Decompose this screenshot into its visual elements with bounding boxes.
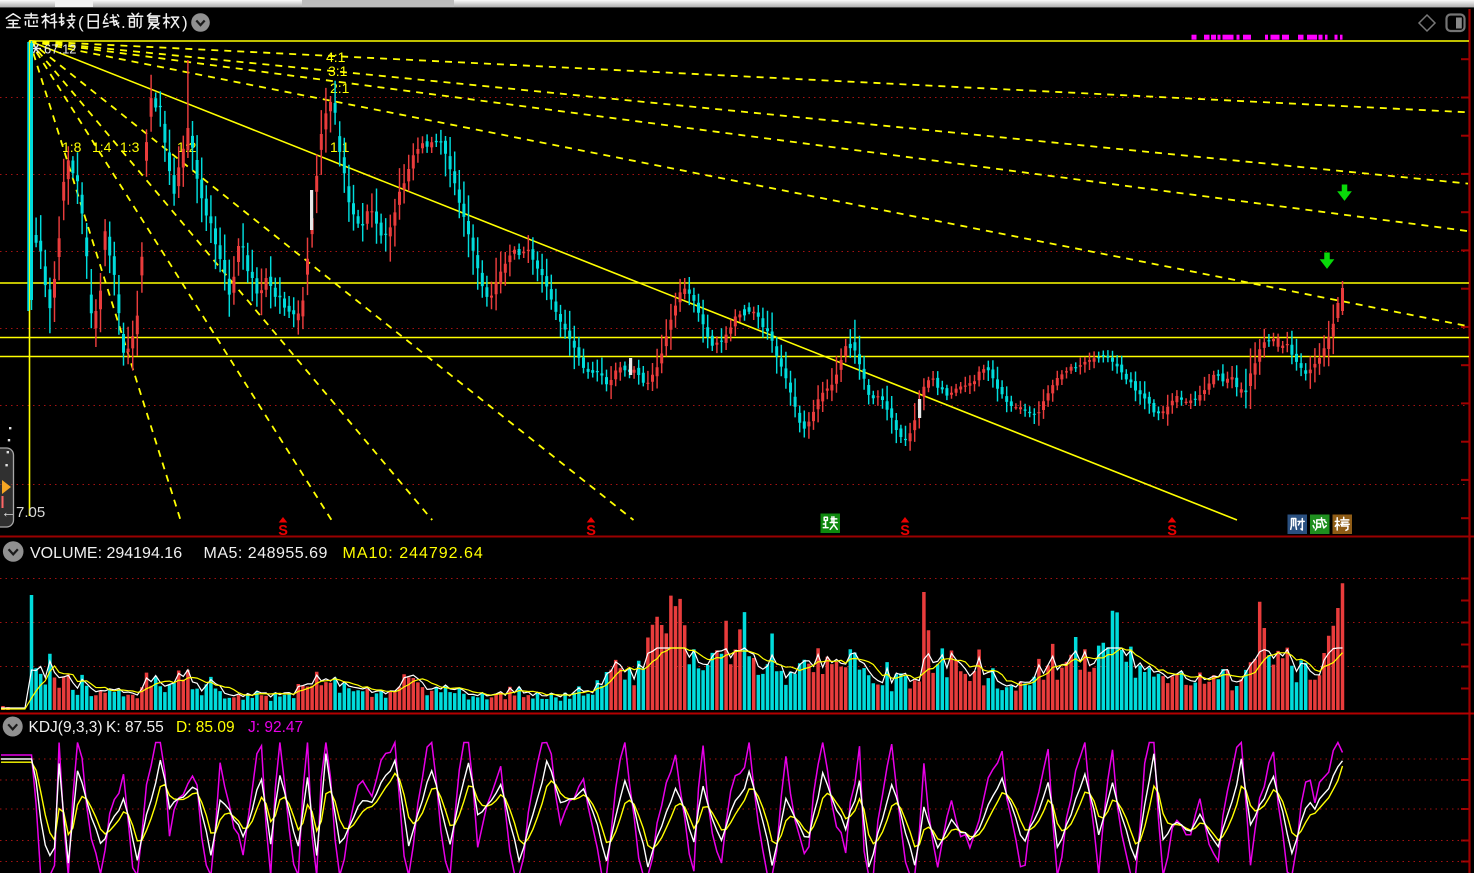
- svg-text:←7.05: ←7.05: [1, 504, 45, 521]
- svg-text:J: 92.47: J: 92.47: [248, 719, 303, 736]
- svg-text:S: S: [278, 523, 288, 539]
- svg-text:1:4: 1:4: [92, 139, 112, 155]
- svg-text:2:1: 2:1: [330, 80, 350, 96]
- svg-text:VOLUME: 294194.16: VOLUME: 294194.16: [30, 545, 182, 562]
- svg-text:1:8: 1:8: [62, 139, 82, 155]
- svg-text:1:3: 1:3: [120, 139, 140, 155]
- svg-text:3:1: 3:1: [328, 63, 348, 79]
- svg-text:.: .: [121, 13, 126, 32]
- svg-text:67.12: 67.12: [44, 42, 77, 57]
- svg-text:): ): [182, 13, 188, 32]
- svg-text:K: 87.55: K: 87.55: [106, 719, 164, 736]
- svg-text:S: S: [900, 523, 910, 539]
- svg-text:4:1: 4:1: [326, 49, 346, 65]
- svg-text:KDJ(9,3,3): KDJ(9,3,3): [29, 719, 103, 736]
- svg-text:D: 85.09: D: 85.09: [176, 719, 235, 736]
- svg-text:(: (: [78, 13, 84, 32]
- svg-text:S: S: [586, 523, 596, 539]
- svg-text:MA5: 248955.69: MA5: 248955.69: [204, 545, 328, 562]
- svg-text:MA10: 244792.64: MA10: 244792.64: [343, 545, 484, 562]
- svg-text:S: S: [1167, 523, 1177, 539]
